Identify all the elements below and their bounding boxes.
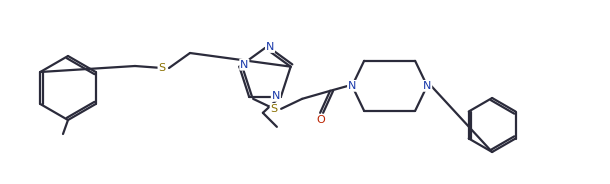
Text: S: S	[271, 104, 278, 114]
Text: N: N	[240, 60, 248, 70]
Text: N: N	[266, 42, 274, 52]
Text: N: N	[423, 81, 431, 91]
Text: O: O	[317, 115, 326, 125]
Text: N: N	[271, 91, 280, 101]
Text: S: S	[159, 63, 165, 73]
Text: N: N	[348, 81, 356, 91]
